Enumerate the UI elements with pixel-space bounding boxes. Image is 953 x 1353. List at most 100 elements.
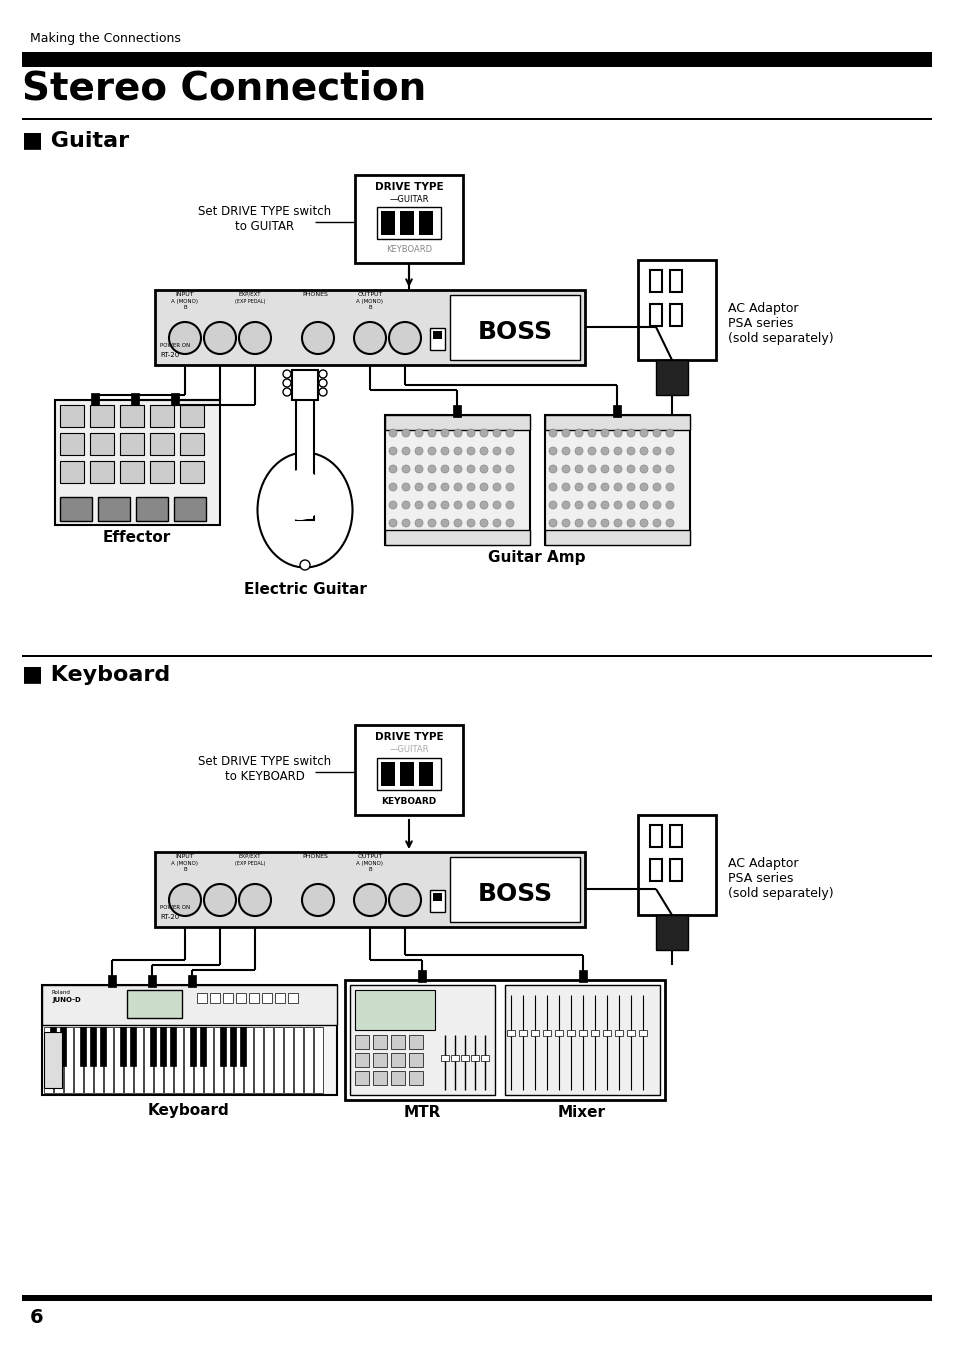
Circle shape [665, 429, 673, 437]
Bar [150, 461, 173, 483]
Bar [60, 461, 84, 483]
Bar [669, 859, 681, 881]
Bar [60, 405, 84, 428]
Circle shape [600, 465, 608, 474]
Bar [471, 1055, 478, 1061]
Circle shape [479, 520, 488, 528]
Text: BOSS: BOSS [476, 321, 552, 344]
Circle shape [283, 379, 291, 387]
Bar [399, 762, 414, 786]
Bar [555, 1030, 562, 1036]
Text: A (MONO): A (MONO) [356, 861, 383, 866]
Bar [669, 304, 681, 326]
Bar [284, 1027, 293, 1093]
Bar [171, 392, 179, 405]
Bar [504, 985, 659, 1095]
Bar [264, 1027, 273, 1093]
Circle shape [239, 884, 271, 916]
Bar [409, 1072, 422, 1085]
Text: Set DRIVE TYPE switch
to GUITAR: Set DRIVE TYPE switch to GUITAR [198, 206, 332, 233]
Bar [240, 1027, 246, 1066]
Text: AC Adaptor
PSA series
(sold separately): AC Adaptor PSA series (sold separately) [727, 302, 833, 345]
Circle shape [626, 446, 635, 455]
Bar [418, 211, 433, 235]
Circle shape [493, 446, 500, 455]
Text: A (MONO): A (MONO) [172, 861, 198, 866]
Bar [380, 762, 395, 786]
Bar [150, 405, 173, 428]
Bar [164, 1027, 172, 1093]
Circle shape [401, 520, 410, 528]
Bar [120, 405, 144, 428]
Text: Stereo Connection: Stereo Connection [22, 70, 426, 108]
Circle shape [600, 483, 608, 491]
Bar [44, 1032, 62, 1088]
Bar [193, 1027, 203, 1093]
Circle shape [561, 446, 569, 455]
Circle shape [548, 465, 557, 474]
Circle shape [454, 483, 461, 491]
Bar [615, 1030, 622, 1036]
Text: EXP/EXT: EXP/EXT [238, 854, 261, 859]
Text: PHONES: PHONES [302, 854, 328, 859]
Circle shape [639, 520, 647, 528]
Text: KEYBOARD: KEYBOARD [381, 797, 436, 806]
Bar [288, 993, 297, 1003]
Bar [656, 915, 687, 950]
Bar [204, 1027, 213, 1093]
Bar [409, 1035, 422, 1049]
Bar [180, 461, 204, 483]
Bar [292, 369, 317, 400]
Circle shape [415, 483, 422, 491]
Bar [295, 390, 314, 520]
Bar [210, 993, 220, 1003]
Text: PHONES: PHONES [302, 292, 328, 298]
Circle shape [389, 884, 420, 916]
Circle shape [354, 322, 386, 354]
Bar [136, 497, 168, 521]
Bar [669, 271, 681, 292]
Circle shape [283, 388, 291, 396]
Text: —GUITAR: —GUITAR [389, 746, 428, 754]
Bar [294, 1027, 303, 1093]
Circle shape [428, 446, 436, 455]
Bar [180, 433, 204, 455]
Bar [173, 497, 206, 521]
Bar [355, 1072, 369, 1085]
Bar [649, 825, 661, 847]
Bar [148, 976, 156, 986]
Bar [90, 461, 113, 483]
Circle shape [639, 446, 647, 455]
Bar [385, 530, 530, 545]
Bar [104, 1027, 112, 1093]
Bar [450, 856, 579, 921]
Bar [373, 1072, 387, 1085]
Text: Roland: Roland [52, 990, 71, 994]
Text: B: B [368, 867, 372, 871]
Bar [84, 1027, 92, 1093]
Bar [22, 51, 931, 68]
Text: B: B [368, 304, 372, 310]
Circle shape [561, 520, 569, 528]
Circle shape [561, 501, 569, 509]
Bar [44, 1027, 53, 1093]
Bar [154, 852, 584, 927]
Circle shape [454, 446, 461, 455]
Bar [22, 655, 931, 658]
Circle shape [652, 465, 660, 474]
Circle shape [587, 446, 596, 455]
Bar [98, 497, 130, 521]
Circle shape [575, 446, 582, 455]
Circle shape [389, 501, 396, 509]
Ellipse shape [274, 469, 325, 520]
Circle shape [440, 483, 449, 491]
Bar [120, 1027, 126, 1066]
Circle shape [505, 446, 514, 455]
Text: INPUT: INPUT [175, 854, 194, 859]
Circle shape [639, 501, 647, 509]
Text: ■ Guitar: ■ Guitar [22, 130, 129, 150]
Circle shape [302, 322, 334, 354]
Text: Making the Connections: Making the Connections [30, 32, 181, 45]
Circle shape [587, 520, 596, 528]
Circle shape [652, 429, 660, 437]
